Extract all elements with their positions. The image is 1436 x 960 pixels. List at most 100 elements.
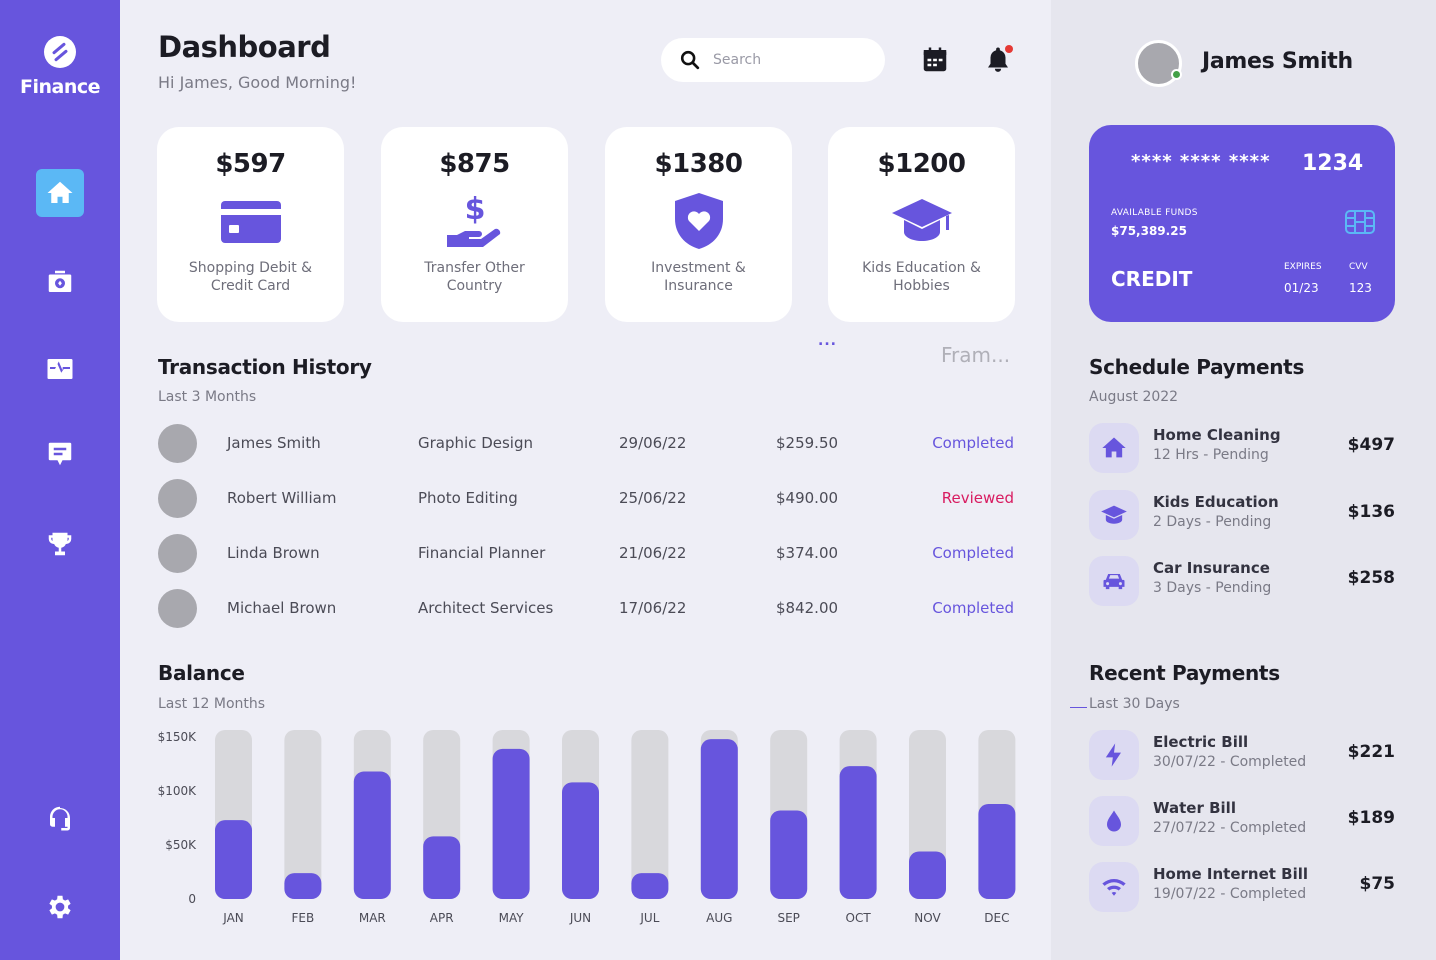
payment-subtitle: 19/07/22 - Completed xyxy=(1153,886,1307,902)
message-icon xyxy=(48,442,72,466)
stat-amount: $875 xyxy=(439,149,510,179)
stat-label: Kids Education & Hobbies xyxy=(862,260,981,294)
bar xyxy=(562,782,599,899)
online-status-dot xyxy=(1171,69,1182,80)
user-name[interactable]: James Smith xyxy=(1202,49,1353,74)
cvv-value: 123 xyxy=(1349,281,1372,295)
tx-date: 21/06/22 xyxy=(619,544,687,562)
table-row[interactable]: Linda Brown Financial Planner 21/06/22 $… xyxy=(158,534,1018,574)
wallet-icon xyxy=(48,270,72,292)
nav-home[interactable] xyxy=(36,169,84,217)
more-dots[interactable]: ... xyxy=(818,333,837,349)
recent-item-home-internet-bill[interactable]: Home Internet Bill 19/07/22 - Completed … xyxy=(1089,862,1395,914)
available-funds-label: AVAILABLE FUNDS xyxy=(1111,208,1198,218)
status-badge: Reviewed xyxy=(941,489,1014,507)
schedule-item-car-insurance[interactable]: Car Insurance 3 Days - Pending $258 xyxy=(1089,556,1395,608)
tx-amount: $259.50 xyxy=(776,434,839,452)
transactions-title: Transaction History xyxy=(158,355,372,379)
bar xyxy=(700,739,738,899)
y-tick-label: $100K xyxy=(158,784,198,798)
payment-amount: $75 xyxy=(1359,874,1396,894)
payment-amount: $258 xyxy=(1347,568,1395,588)
tx-category: Graphic Design xyxy=(418,434,533,452)
activity-icon xyxy=(47,359,73,379)
search-bar[interactable] xyxy=(661,38,885,82)
nav-wallet[interactable] xyxy=(36,258,84,306)
payment-amount: $221 xyxy=(1347,742,1395,762)
search-input[interactable] xyxy=(713,52,863,68)
transfer-money-icon: $ xyxy=(446,192,500,247)
brand-logo[interactable]: Finance xyxy=(0,36,120,98)
nav-activity[interactable] xyxy=(36,345,84,393)
svg-text:$: $ xyxy=(464,192,485,227)
trophy-icon xyxy=(48,532,72,556)
headphones-icon xyxy=(50,806,70,831)
x-tick-label: AUG xyxy=(706,911,732,925)
bar xyxy=(284,873,322,899)
home-icon xyxy=(1102,437,1126,458)
stat-card-shopping[interactable]: $597 Shopping Debit & Credit Card xyxy=(157,127,344,322)
credit-card[interactable]: **** **** **** 1234 AVAILABLE FUNDS $75,… xyxy=(1089,125,1395,322)
payment-title: Home Cleaning xyxy=(1153,426,1281,444)
stat-label: Investment & Insurance xyxy=(651,260,746,294)
credit-card-icon xyxy=(220,201,281,243)
card-number-masked: **** **** **** xyxy=(1131,151,1271,172)
bar xyxy=(631,873,669,899)
schedule-item-home-cleaning[interactable]: Home Cleaning 12 Hrs - Pending $497 xyxy=(1089,423,1395,475)
tx-name: Michael Brown xyxy=(227,599,337,617)
stat-label: Shopping Debit & Credit Card xyxy=(188,260,313,294)
table-row[interactable]: Robert William Photo Editing 25/06/22 $4… xyxy=(158,479,1018,519)
bar xyxy=(978,803,1016,899)
bar xyxy=(909,851,946,899)
nav-messages[interactable] xyxy=(36,430,84,478)
schedule-item-kids-education[interactable]: Kids Education 2 Days - Pending $136 xyxy=(1089,490,1395,542)
payment-title: Water Bill xyxy=(1153,799,1236,817)
stat-card-education[interactable]: $1200 Kids Education & Hobbies xyxy=(828,127,1015,322)
bar xyxy=(215,820,252,899)
x-tick-label: FEB xyxy=(292,911,315,925)
balance-title: Balance xyxy=(158,661,245,685)
x-tick-label: NOV xyxy=(914,911,941,925)
stat-card-investment[interactable]: $1380 Investment & Insurance xyxy=(605,127,792,322)
bar xyxy=(423,836,461,899)
recent-item-water-bill[interactable]: Water Bill 27/07/22 - Completed $189 xyxy=(1089,796,1395,848)
status-badge: Completed xyxy=(932,544,1014,562)
bar xyxy=(770,810,808,899)
tx-name: James Smith xyxy=(227,434,321,452)
payment-subtitle: 3 Days - Pending xyxy=(1153,580,1272,596)
table-row[interactable]: James Smith Graphic Design 29/06/22 $259… xyxy=(158,424,1018,464)
search-icon xyxy=(680,50,700,70)
bar-track xyxy=(284,730,322,899)
tx-name: Linda Brown xyxy=(227,544,320,562)
payment-subtitle: 27/07/22 - Completed xyxy=(1153,820,1307,836)
stat-card-transfer[interactable]: $875 $ Transfer Other Country xyxy=(381,127,568,322)
card-type: CREDIT xyxy=(1111,267,1193,291)
tx-category: Photo Editing xyxy=(418,489,518,507)
recent-item-electric-bill[interactable]: Electric Bill 30/07/22 - Completed $221 xyxy=(1089,730,1395,782)
nav-settings[interactable] xyxy=(36,883,84,931)
gear-icon xyxy=(49,895,71,919)
schedule-subtitle: August 2022 xyxy=(1089,389,1179,405)
table-row[interactable]: Michael Brown Architect Services 17/06/2… xyxy=(158,589,1018,629)
tx-amount: $490.00 xyxy=(776,489,839,507)
wifi-icon xyxy=(1102,879,1126,896)
notification-dot xyxy=(1005,45,1013,53)
tx-date: 29/06/22 xyxy=(619,434,687,452)
lightning-icon xyxy=(1105,743,1121,767)
page-title: Dashboard xyxy=(158,30,331,64)
nav-support[interactable] xyxy=(36,794,84,842)
cvv-label: CVV xyxy=(1349,262,1368,272)
calendar-button[interactable] xyxy=(917,42,953,78)
nav-rewards[interactable] xyxy=(36,520,84,568)
sidebar: Finance xyxy=(0,0,120,960)
stat-label: Transfer Other Country xyxy=(424,260,525,294)
x-tick-label: DEC xyxy=(984,911,1009,925)
notifications-button[interactable] xyxy=(980,42,1016,78)
frame-label: Fram... xyxy=(941,343,1011,367)
x-tick-label: MAR xyxy=(359,911,386,925)
graduation-cap-icon xyxy=(891,199,952,241)
graduation-cap-icon xyxy=(1101,505,1127,524)
car-icon xyxy=(1103,574,1125,590)
brand-name: Finance xyxy=(19,76,101,98)
avatar xyxy=(158,479,197,518)
